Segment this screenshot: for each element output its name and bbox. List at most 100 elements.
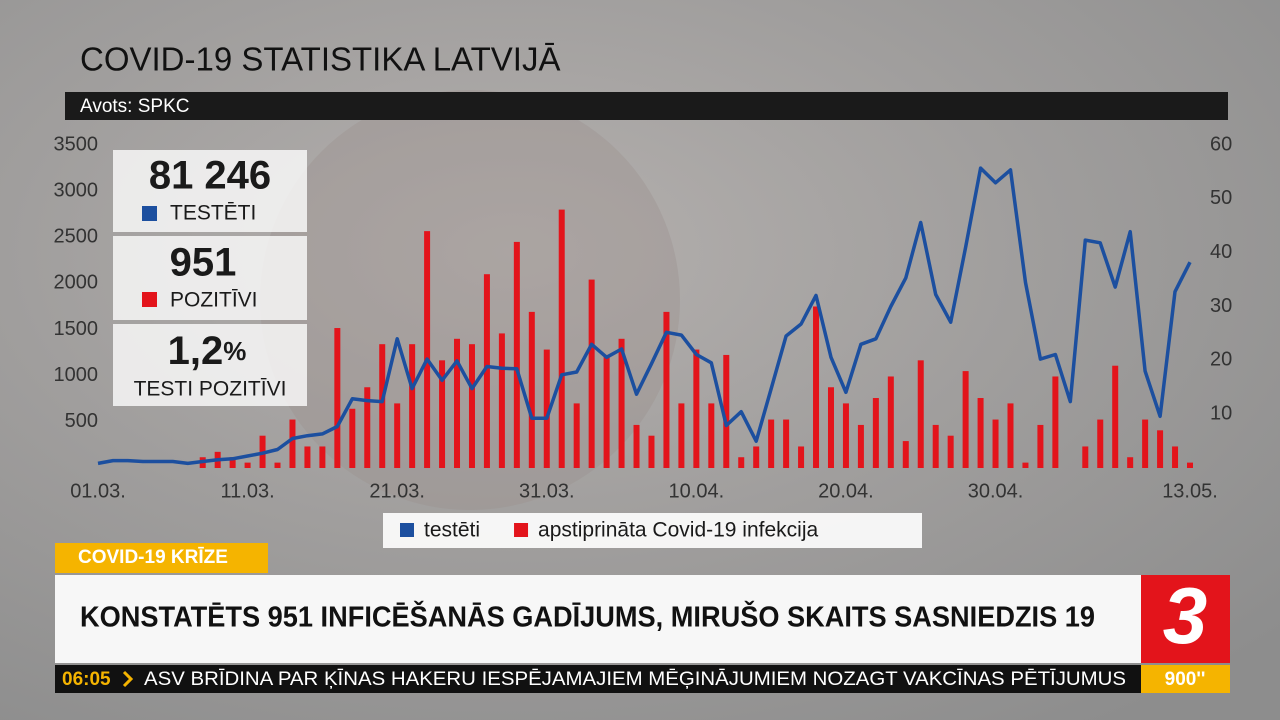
- bar: [1187, 462, 1193, 468]
- y-tick-label: 1000: [54, 364, 99, 386]
- legend: testēti apstiprināta Covid-19 infekcija: [400, 519, 818, 542]
- x-tick-label: 11.03.: [221, 480, 275, 502]
- bar: [1022, 462, 1029, 468]
- bar: [364, 387, 371, 468]
- tested-label: TESTĒTI: [170, 202, 256, 225]
- bar: [483, 274, 490, 468]
- stat-box: [113, 324, 307, 406]
- stats-panel: 81 246 TESTĒTI 951 POZITĪVI 1,2% TESTI P…: [113, 150, 307, 406]
- bar: [932, 424, 939, 468]
- headline: KONSTATĒTS 951 INFICĒŠANĀS GADĪJUMS, MIR…: [80, 600, 1095, 634]
- bar: [947, 435, 954, 468]
- legend-box: [383, 513, 922, 548]
- bar: [409, 344, 416, 468]
- logo: 3: [1163, 571, 1208, 660]
- channel-time: 900'': [1165, 669, 1206, 690]
- y2-tick-label: 20: [1210, 349, 1232, 371]
- ticker-text: ASV BRĪDINA PAR ĶĪNAS HAKERU IESPĒJAMAJI…: [144, 669, 1126, 690]
- tested-swatch: [142, 206, 157, 221]
- bar: [573, 403, 580, 468]
- bar: [798, 446, 805, 468]
- logo-box: [1141, 575, 1230, 663]
- legend-swatch: [400, 523, 414, 537]
- bar: [1007, 403, 1014, 468]
- bar: [992, 419, 999, 468]
- bar: [783, 419, 790, 468]
- bar: [1082, 446, 1089, 468]
- bar: [1052, 376, 1059, 468]
- share-number: 1,2: [168, 329, 224, 373]
- positive-value: 951: [170, 241, 237, 285]
- y-tick-label: 1500: [54, 318, 99, 340]
- tested-value: 81 246: [149, 154, 271, 198]
- bar: [887, 376, 894, 468]
- positive-label: POZITĪVI: [170, 289, 258, 312]
- bar: [558, 209, 565, 468]
- tag: COVID-19 KRĪZE: [78, 547, 228, 568]
- bar: [917, 360, 924, 468]
- bar: [678, 403, 685, 468]
- bar: [379, 344, 386, 468]
- y-tick-label: 500: [65, 410, 98, 432]
- bar: [977, 398, 984, 468]
- bar: [424, 231, 431, 468]
- bar: [229, 457, 236, 468]
- bar: [693, 349, 700, 468]
- bar: [842, 403, 849, 468]
- bar: [498, 333, 505, 468]
- bar: [1172, 446, 1179, 468]
- bar: [753, 446, 760, 468]
- bar: [394, 403, 401, 468]
- bar: [439, 360, 446, 468]
- bar: [319, 446, 326, 468]
- share-unit: %: [223, 336, 246, 366]
- y-tick-label: 2500: [54, 226, 99, 248]
- headline-box: [55, 575, 1141, 663]
- bar: [1157, 430, 1164, 468]
- ticker-bar: [55, 665, 1141, 693]
- y2-tick-label: 10: [1210, 402, 1232, 424]
- y-tick-label: 3000: [54, 179, 99, 201]
- x-tick-label: 20.04.: [818, 480, 874, 502]
- x-tick-label: 01.03.: [70, 480, 126, 502]
- bar: [334, 328, 341, 468]
- bar: [813, 306, 820, 468]
- tag-box: [55, 543, 268, 573]
- source-bar: [65, 92, 1228, 120]
- title: COVID-19 STATISTIKA LATVIJĀ: [80, 41, 560, 78]
- y-tick-label: 3500: [54, 133, 99, 155]
- y2-tick-label: 30: [1210, 295, 1232, 317]
- bar: [588, 279, 595, 468]
- bar: [663, 311, 670, 468]
- legend-label: apstiprināta Covid-19 infekcija: [538, 519, 818, 542]
- line: [97, 166, 1192, 466]
- channel-time-box: [1141, 665, 1230, 693]
- bar: [738, 457, 745, 468]
- bar: [962, 371, 969, 468]
- bar: [633, 424, 640, 468]
- bar: [857, 424, 864, 468]
- bar: [902, 441, 909, 468]
- bar: [1142, 419, 1149, 468]
- legend-label: testēti: [424, 519, 480, 542]
- x-tick-label: 31.03.: [519, 480, 575, 502]
- bar: [289, 419, 296, 468]
- bar: [349, 408, 356, 468]
- bar: [528, 311, 535, 468]
- bar: [708, 403, 715, 468]
- bar: [513, 241, 520, 468]
- share-value: 1,2%: [168, 329, 247, 373]
- bar: [872, 398, 879, 468]
- legend-swatch: [514, 523, 529, 537]
- bar: [454, 338, 461, 468]
- bar: [768, 419, 775, 468]
- bar: [723, 354, 730, 468]
- bar: [1037, 424, 1044, 468]
- bar: [618, 338, 625, 468]
- x-tick-label: 30.04.: [968, 480, 1024, 502]
- bar: [1112, 365, 1119, 468]
- bar: [1127, 457, 1134, 468]
- bar: [304, 446, 311, 468]
- y2-tick-label: 60: [1210, 133, 1232, 155]
